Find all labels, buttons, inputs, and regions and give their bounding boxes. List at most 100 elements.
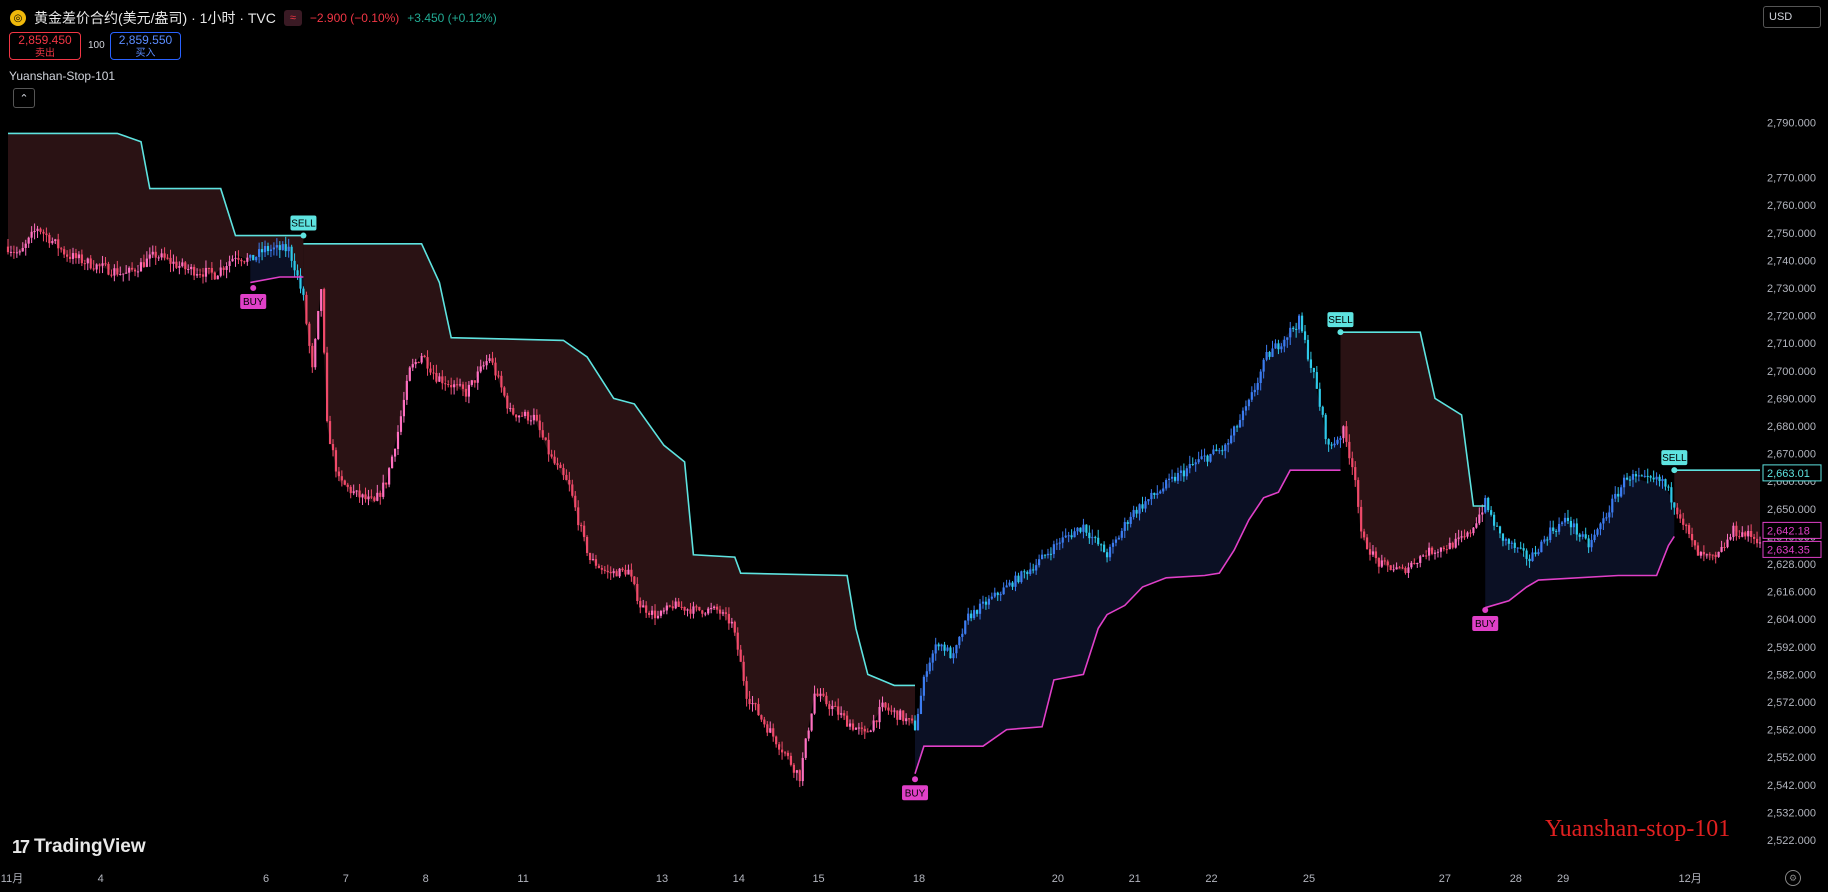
candle-body xyxy=(1046,553,1050,556)
candle-body xyxy=(1714,554,1717,557)
candle-body xyxy=(520,415,524,417)
candle-body xyxy=(1652,477,1655,480)
candle-body xyxy=(916,713,920,731)
candle-body xyxy=(1105,552,1109,558)
candle-body xyxy=(1321,406,1324,415)
candle-body xyxy=(1552,527,1555,531)
candle-body xyxy=(1159,491,1162,494)
currency-selector[interactable]: USD xyxy=(1763,6,1821,28)
sell-button[interactable]: 2,859.450 卖出 xyxy=(9,32,81,60)
candle-body xyxy=(142,262,146,267)
candle-body xyxy=(893,710,896,712)
candle-body xyxy=(323,289,326,353)
time-axis[interactable]: 11月 4 6 7 8 11 13 14 15 18 20 21 22 25 27 28 29 12月 xyxy=(1,873,1702,885)
candle-body xyxy=(195,274,199,276)
candle-body xyxy=(1076,527,1079,532)
candle-body xyxy=(1436,551,1440,553)
y-tick-label: 2,562.000 xyxy=(1767,725,1816,737)
brand-name: TradingView xyxy=(34,836,146,857)
candle-body xyxy=(1696,545,1700,556)
candle-body xyxy=(30,231,33,238)
candle-body xyxy=(1289,327,1292,338)
indicator-label[interactable]: Yuanshan-Stop-101 xyxy=(9,69,116,83)
candle-body xyxy=(237,257,240,260)
candle-body xyxy=(727,613,730,624)
candle-body xyxy=(222,267,225,270)
candle-body xyxy=(1286,337,1289,340)
chevron-up-icon[interactable]: ⌃ xyxy=(13,88,35,108)
candle-body xyxy=(553,456,556,464)
candle-body xyxy=(266,246,270,252)
candle-body xyxy=(104,263,107,265)
candle-body xyxy=(810,713,813,731)
candle-body xyxy=(1079,527,1082,532)
candle-body xyxy=(1667,486,1670,488)
symbol-title[interactable]: 黄金差价合约(美元/盎司) · 1小时 · TVC xyxy=(34,10,276,26)
candle-body xyxy=(1262,359,1265,372)
candle-body xyxy=(1670,487,1673,503)
candle-body xyxy=(178,265,181,268)
candle-body xyxy=(1519,547,1522,549)
candle-body xyxy=(57,239,60,249)
stop-lines xyxy=(8,132,1760,775)
candle-body xyxy=(1067,535,1070,537)
candle-body xyxy=(201,274,205,277)
candle-body xyxy=(967,613,970,621)
candle-body xyxy=(931,653,934,663)
signal-buy: BUY xyxy=(1472,607,1499,631)
tradingview-logo[interactable]: 17 TradingView xyxy=(12,836,146,858)
candle-body xyxy=(364,494,367,500)
candle-body xyxy=(1395,567,1398,570)
x-tick-label: 13 xyxy=(656,873,668,885)
candle-body xyxy=(1103,544,1106,553)
candle-body xyxy=(1354,467,1357,481)
candle-body xyxy=(577,507,580,526)
candle-body xyxy=(210,268,213,273)
signal-marker xyxy=(300,232,307,239)
candle-body xyxy=(1360,506,1363,532)
candle-body xyxy=(1283,339,1286,347)
candle-body xyxy=(562,467,565,475)
candle-body xyxy=(1218,450,1221,452)
candle-body xyxy=(1035,565,1038,571)
candle-body xyxy=(1351,458,1354,468)
signal-marker xyxy=(250,285,257,291)
candle-body xyxy=(157,257,160,259)
buy-button[interactable]: 2,859.550 买入 xyxy=(110,32,181,60)
candle-body xyxy=(769,728,772,733)
settings-icon[interactable]: ⚙ xyxy=(1785,870,1801,886)
candle-body xyxy=(1744,532,1747,537)
candle-body xyxy=(225,265,228,270)
gold-coin-icon[interactable]: ◎ xyxy=(10,10,26,26)
candle-body xyxy=(683,606,686,611)
candle-body xyxy=(1631,474,1635,480)
candle-body xyxy=(325,352,329,422)
candle-body xyxy=(848,723,852,727)
candle-body xyxy=(621,568,624,571)
candle-body xyxy=(908,718,911,720)
candle-body xyxy=(1212,449,1215,454)
price-axis[interactable]: 2,522.000 2,532.000 2,542.000 2,552.000 2,56… xyxy=(1767,117,1816,847)
stop-zone-fills xyxy=(8,133,1760,777)
candle-body xyxy=(1250,392,1253,400)
candle-body xyxy=(834,705,837,707)
candle-body xyxy=(1543,539,1546,542)
candle-body xyxy=(958,636,961,646)
candle-body xyxy=(713,606,716,609)
candle-body xyxy=(24,243,27,248)
candle-body xyxy=(662,610,665,612)
candle-body xyxy=(763,719,766,725)
candle-body xyxy=(1345,426,1348,442)
y-tick-label: 2,572.000 xyxy=(1767,697,1816,709)
signal-label: BUY xyxy=(243,297,264,308)
candle-body xyxy=(18,251,21,253)
candle-body xyxy=(441,376,444,384)
wave-icon[interactable]: ≈ xyxy=(283,10,302,26)
candle-body xyxy=(272,247,276,250)
candle-body xyxy=(1528,558,1531,562)
candle-body xyxy=(597,565,600,568)
candle-body xyxy=(160,253,163,258)
candle-body xyxy=(757,704,760,716)
candle-body xyxy=(231,258,234,262)
